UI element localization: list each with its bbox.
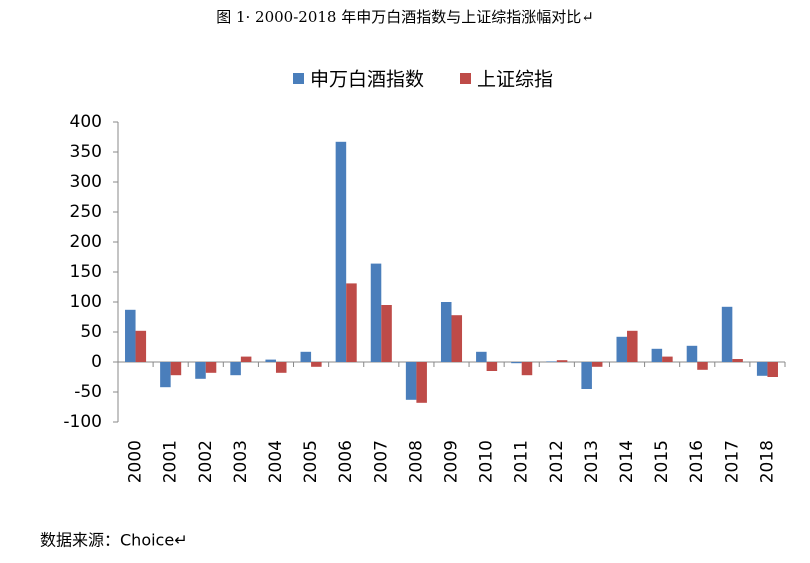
bar <box>651 348 663 362</box>
bar <box>732 359 743 362</box>
x-tick-label: 2006 <box>336 440 356 483</box>
bar <box>240 356 252 362</box>
bar <box>521 362 533 376</box>
x-tick-label: 2013 <box>582 440 602 483</box>
x-tick-label: 2007 <box>371 440 391 483</box>
legend-label: 申万白酒指数 <box>310 69 424 91</box>
bar <box>721 306 733 362</box>
x-tick-label: 2002 <box>196 440 216 483</box>
bar <box>476 351 487 362</box>
y-tick-label: 350 <box>70 142 102 162</box>
bar <box>405 362 417 400</box>
bar <box>556 360 568 362</box>
bar <box>686 345 698 362</box>
bar <box>335 141 347 362</box>
bar <box>346 283 357 362</box>
bar <box>416 362 427 403</box>
bar <box>381 305 392 362</box>
bar <box>697 362 708 370</box>
x-tick-label: 2017 <box>722 440 742 483</box>
y-tick-label: 0 <box>91 352 102 372</box>
bar <box>486 362 498 371</box>
y-tick-label: 150 <box>70 262 102 282</box>
legend-swatch <box>293 73 304 84</box>
bar <box>170 362 182 376</box>
y-tick-label: 400 <box>70 112 102 132</box>
y-tick-label: 300 <box>70 172 102 192</box>
x-tick-label: 2003 <box>231 440 251 483</box>
y-tick-label: 250 <box>70 202 102 222</box>
bar <box>135 330 147 362</box>
y-tick-label: -100 <box>63 412 102 432</box>
bar <box>440 302 452 362</box>
bar <box>300 351 312 362</box>
bar <box>230 362 241 376</box>
legend-swatch <box>460 73 471 84</box>
x-tick-label: 2001 <box>161 440 181 483</box>
bar <box>662 356 673 362</box>
bar <box>275 362 287 373</box>
bar <box>195 362 206 379</box>
y-tick-label: 200 <box>70 232 102 252</box>
bar <box>511 362 522 364</box>
x-tick-label: 2009 <box>442 440 462 483</box>
x-tick-label: 2012 <box>547 440 567 483</box>
bar <box>627 330 638 362</box>
bar <box>125 309 136 362</box>
bar <box>451 315 463 362</box>
source-note: 数据来源：Choice↵ <box>40 531 188 550</box>
x-tick-label: 2005 <box>301 440 321 483</box>
bar <box>205 362 217 373</box>
x-tick-label: 2015 <box>652 440 672 483</box>
chart-title: 图 1· 2000-2018 年申万白酒指数与上证综指涨幅对比↵ <box>216 8 594 26</box>
x-tick-label: 2000 <box>126 440 146 483</box>
x-tick-label: 2018 <box>757 440 777 483</box>
y-tick-label: 50 <box>80 322 102 342</box>
x-tick-label: 2010 <box>477 440 497 483</box>
x-tick-label: 2008 <box>406 440 426 483</box>
legend-label: 上证综指 <box>477 69 553 91</box>
bar <box>370 263 382 362</box>
y-tick-label: -50 <box>74 382 102 402</box>
bar <box>591 362 603 367</box>
x-tick-label: 2014 <box>617 440 637 483</box>
x-tick-label: 2016 <box>687 440 707 483</box>
y-tick-label: 100 <box>70 292 102 312</box>
bar <box>311 362 322 367</box>
bar <box>160 362 171 388</box>
bar <box>546 361 557 362</box>
bar <box>767 362 778 377</box>
bar <box>581 362 592 389</box>
x-tick-label: 2004 <box>266 440 286 483</box>
x-tick-label: 2011 <box>512 440 532 483</box>
bar <box>756 362 768 376</box>
bar <box>616 336 628 362</box>
bar <box>265 359 276 362</box>
